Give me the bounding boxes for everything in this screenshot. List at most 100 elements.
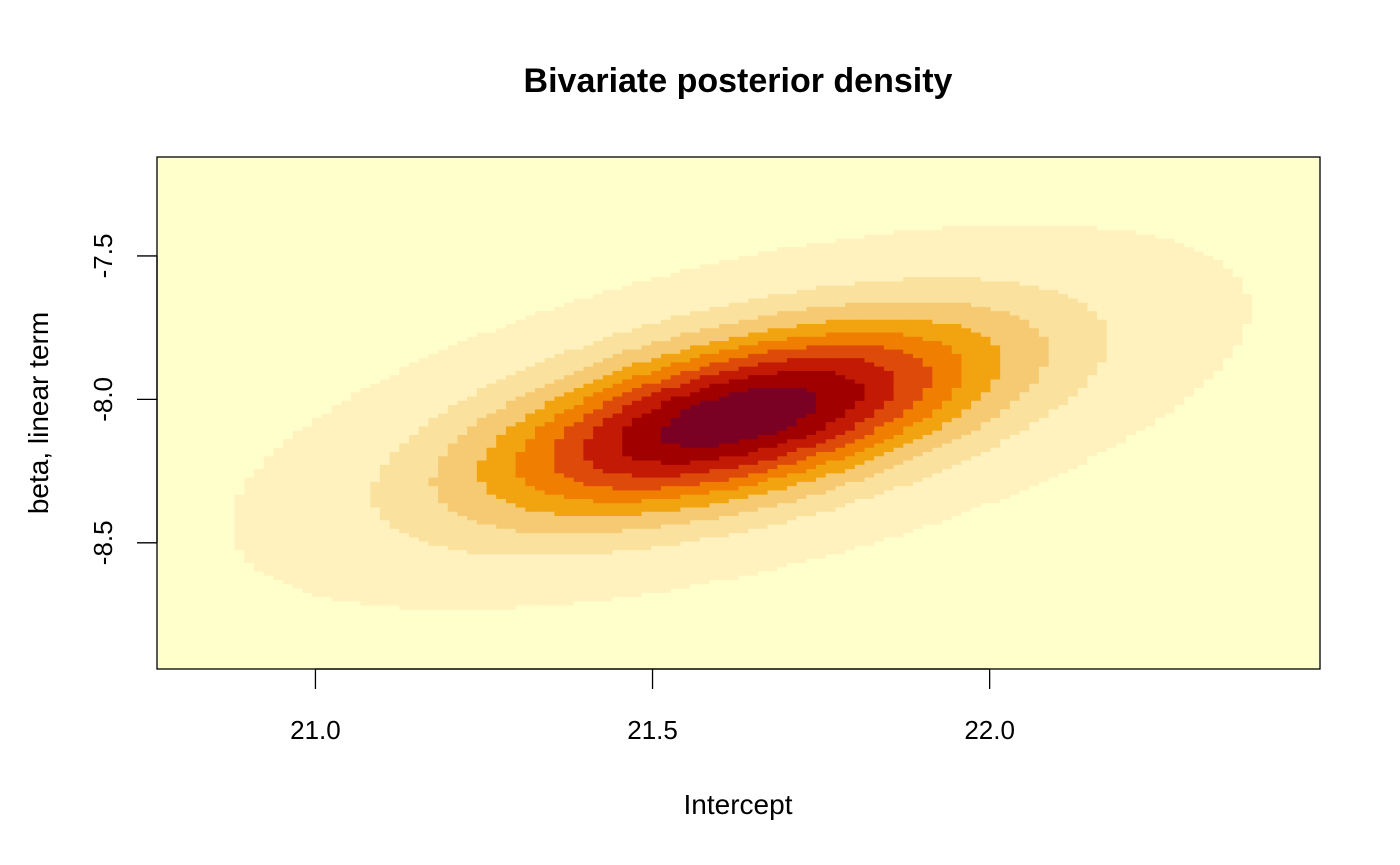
- heatmap-cell: [564, 541, 575, 546]
- heatmap-cell: [360, 626, 371, 632]
- heatmap-cell: [166, 545, 177, 551]
- heatmap-cell: [1126, 613, 1137, 619]
- heatmap-cell: [1000, 587, 1011, 593]
- heatmap-cell: [1116, 570, 1127, 576]
- heatmap-cell: [951, 523, 963, 529]
- heatmap-cell: [660, 622, 672, 627]
- heatmap-cell: [312, 562, 323, 568]
- heatmap-cell: [961, 506, 972, 512]
- heatmap-cell: [1184, 656, 1195, 662]
- heatmap-cell: [757, 605, 769, 610]
- heatmap-cell: [641, 502, 652, 508]
- heatmap-cell: [1164, 562, 1176, 568]
- heatmap-cell: [622, 609, 633, 615]
- heatmap-cell: [699, 600, 711, 606]
- heatmap-cell: [1281, 643, 1292, 649]
- heatmap-cell: [728, 600, 740, 606]
- heatmap-cell: [786, 592, 798, 598]
- heatmap-cell: [719, 562, 730, 568]
- heatmap-cell: [864, 575, 875, 580]
- heatmap-cell: [786, 664, 798, 670]
- heatmap-cell: [1281, 549, 1292, 555]
- heatmap-cell: [1058, 664, 1069, 670]
- heatmap-cell: [379, 566, 391, 572]
- heatmap-cell: [883, 592, 895, 598]
- heatmap-cell: [835, 613, 846, 619]
- heatmap-cell: [1300, 622, 1311, 627]
- heatmap-cell: [428, 506, 439, 512]
- heatmap-cell: [767, 660, 778, 666]
- heatmap-cell: [1077, 511, 1088, 516]
- heatmap-cell: [583, 664, 594, 670]
- heatmap-cell: [253, 639, 265, 644]
- heatmap-cell: [893, 587, 904, 593]
- heatmap-cell: [816, 566, 827, 572]
- heatmap-cell: [680, 651, 691, 657]
- heatmap-cell: [1135, 600, 1147, 606]
- heatmap-cell: [515, 528, 526, 534]
- heatmap-cell: [1223, 553, 1234, 559]
- heatmap-cell: [176, 502, 187, 508]
- heatmap-cell: [825, 622, 837, 627]
- heatmap-cell: [224, 494, 236, 499]
- heatmap-cell: [1310, 566, 1321, 572]
- heatmap-cell: [1058, 494, 1069, 499]
- heatmap-cell: [651, 532, 662, 538]
- heatmap-cell: [244, 558, 255, 563]
- heatmap-cell: [215, 617, 226, 623]
- heatmap-cell: [1068, 583, 1079, 589]
- heatmap-cell: [467, 541, 478, 546]
- heatmap-cell: [515, 660, 526, 666]
- heatmap-cell: [1300, 558, 1311, 563]
- heatmap-cell: [282, 639, 294, 644]
- heatmap-cell: [641, 575, 652, 580]
- heatmap-cell: [757, 562, 769, 568]
- heatmap-cell: [496, 541, 507, 546]
- heatmap-cell: [1223, 566, 1234, 572]
- heatmap-cell: [1009, 558, 1021, 563]
- heatmap-cell: [738, 592, 749, 598]
- heatmap-cell: [728, 583, 740, 589]
- heatmap-cell: [622, 596, 633, 602]
- heatmap-cell: [990, 609, 1001, 615]
- heatmap-cell: [302, 494, 313, 499]
- heatmap-cell: [282, 494, 294, 499]
- heatmap-cell: [1184, 511, 1195, 516]
- heatmap-cell: [292, 583, 303, 589]
- heatmap-cell: [205, 630, 216, 636]
- heatmap-cell: [990, 532, 1001, 538]
- heatmap-cell: [263, 562, 274, 568]
- heatmap-cell: [1029, 511, 1040, 516]
- heatmap-cell: [1223, 579, 1234, 585]
- heatmap-cell: [980, 600, 992, 606]
- heatmap-cell: [321, 579, 333, 585]
- heatmap-cell: [951, 511, 963, 516]
- heatmap-cell: [370, 592, 381, 598]
- heatmap-cell: [612, 536, 623, 542]
- heatmap-cell: [786, 647, 798, 653]
- heatmap-cell: [990, 566, 1001, 572]
- heatmap-cell: [786, 660, 798, 666]
- heatmap-cell: [1290, 643, 1302, 649]
- heatmap-cell: [157, 558, 168, 563]
- heatmap-cell: [428, 583, 439, 589]
- heatmap-cell: [1145, 613, 1156, 619]
- heatmap-cell: [157, 626, 168, 632]
- heatmap-cell: [602, 605, 614, 610]
- heatmap-cell: [980, 583, 992, 589]
- heatmap-cell: [1164, 656, 1176, 662]
- heatmap-cell: [1000, 651, 1011, 657]
- heatmap-cell: [496, 643, 507, 649]
- heatmap-cell: [622, 660, 633, 666]
- heatmap-cell: [690, 523, 701, 529]
- heatmap-cell: [312, 622, 323, 627]
- heatmap-cell: [1019, 511, 1030, 516]
- heatmap-cell: [253, 609, 265, 615]
- heatmap-cell: [1116, 634, 1127, 640]
- heatmap-cell: [602, 617, 614, 623]
- heatmap-cell: [1097, 498, 1108, 504]
- heatmap-cell: [777, 596, 788, 602]
- heatmap-cell: [1126, 523, 1137, 529]
- heatmap-cell: [1097, 622, 1108, 627]
- heatmap-cell: [932, 570, 943, 576]
